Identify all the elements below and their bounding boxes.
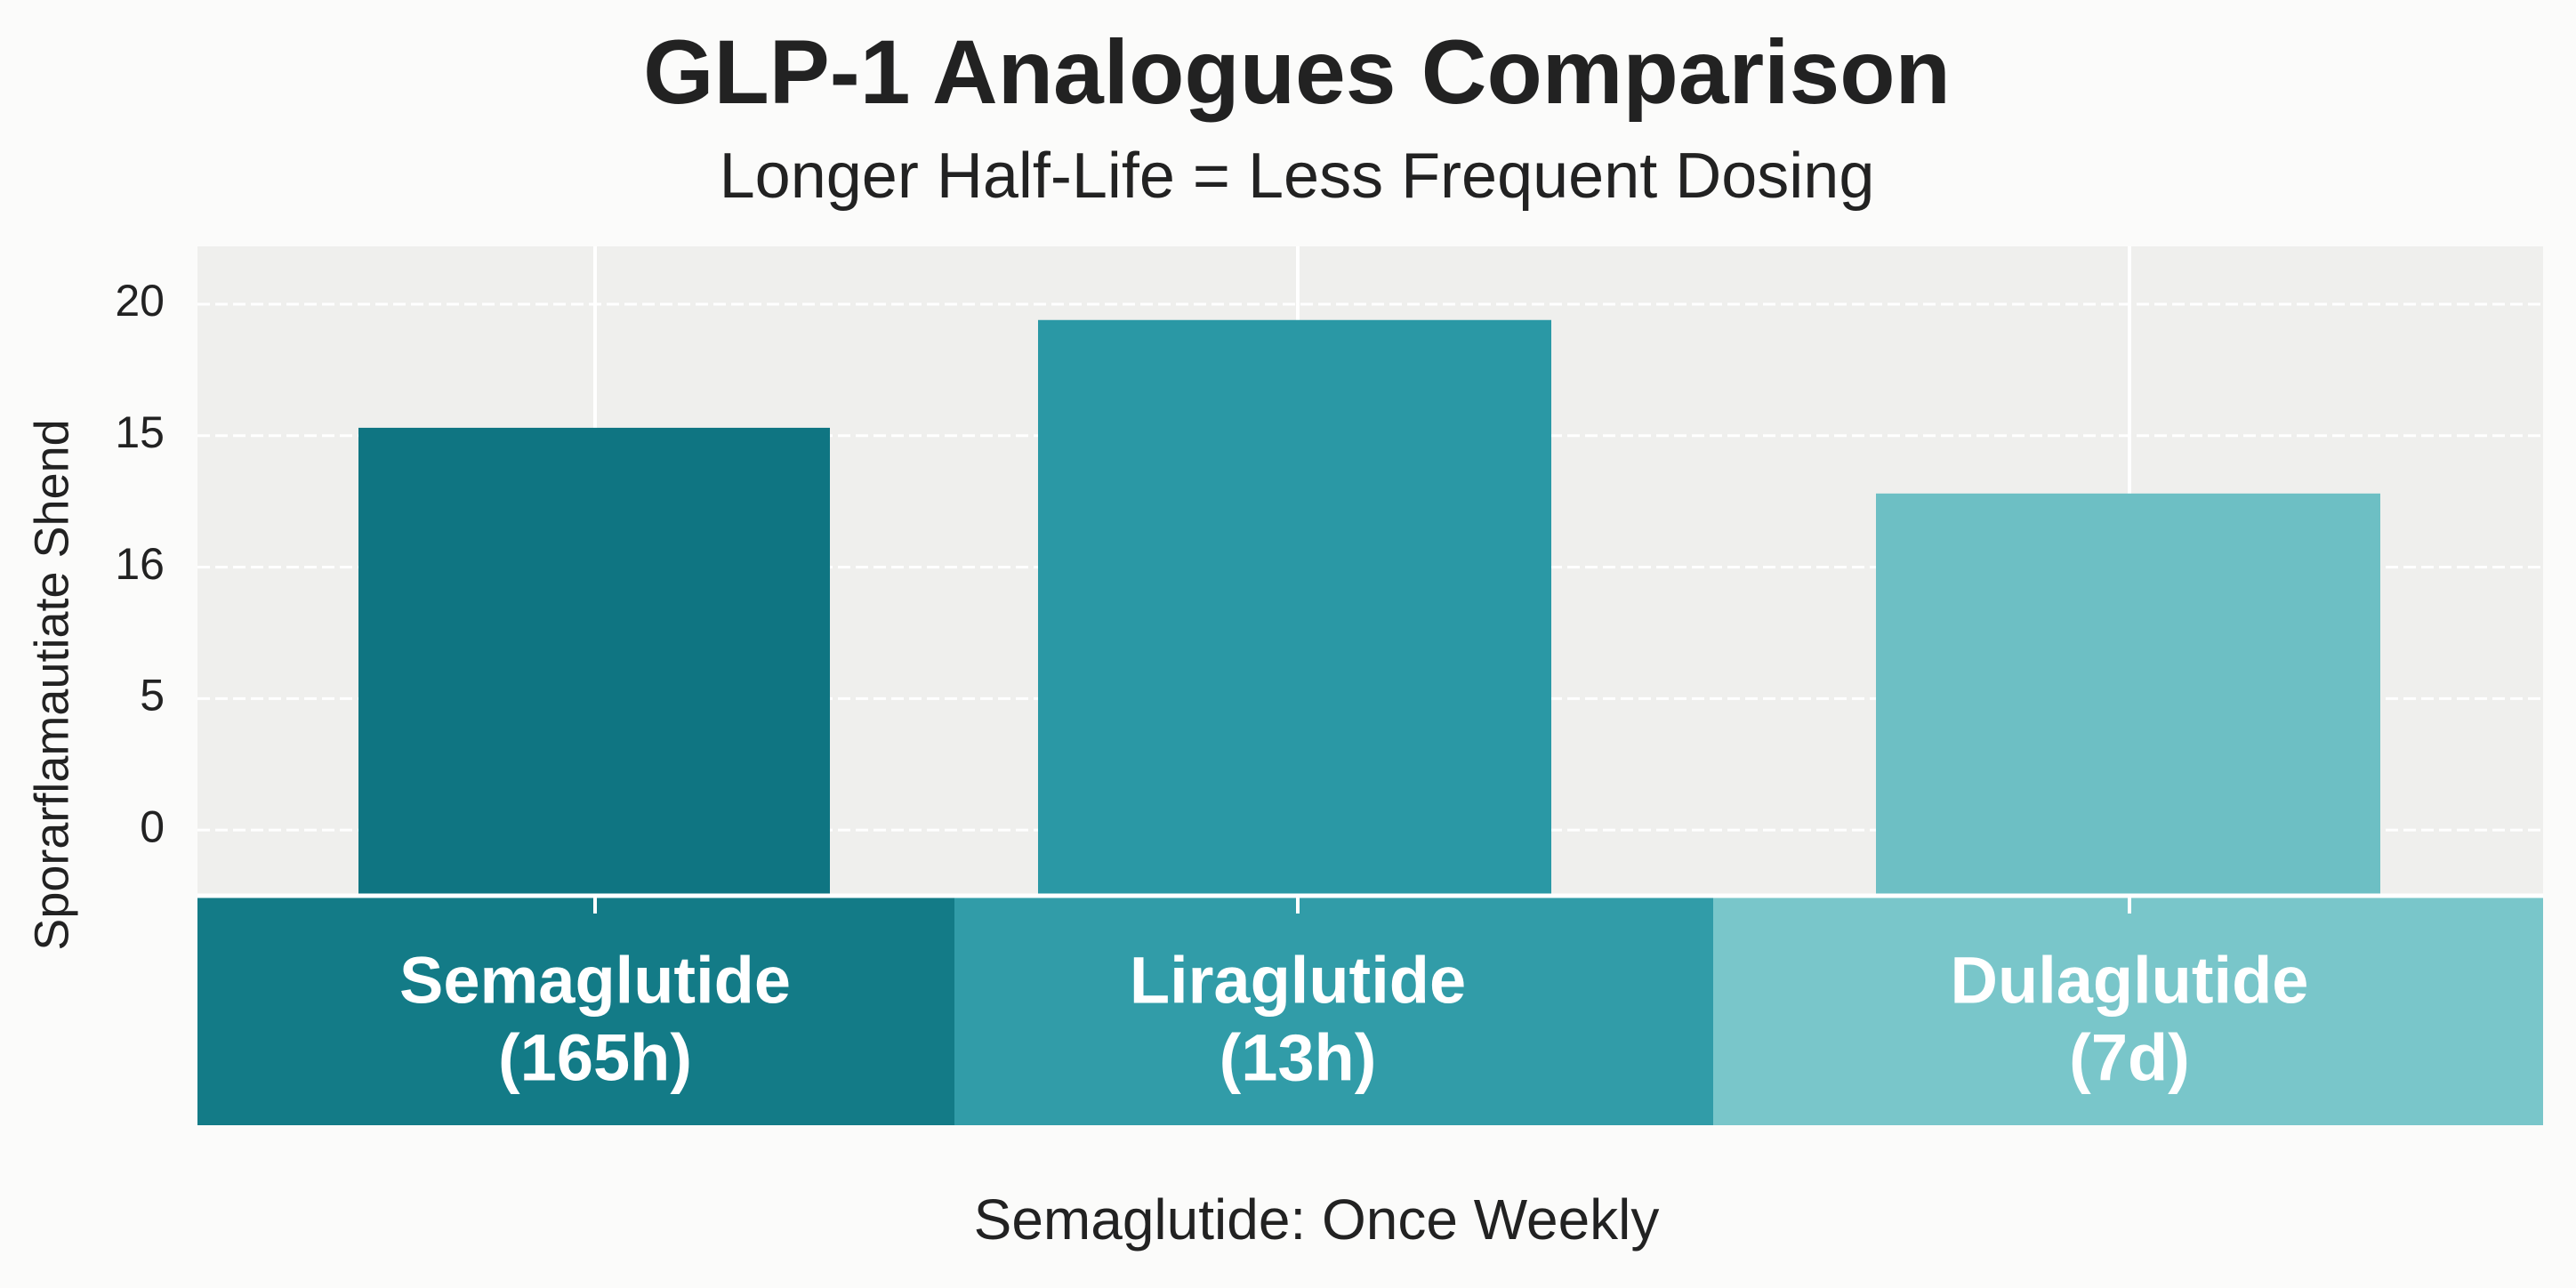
x-tick-sublabel: (165h) bbox=[498, 1021, 692, 1095]
y-axis-label: Sporarflamautiate Shend bbox=[25, 419, 78, 950]
y-tick-label: 20 bbox=[115, 276, 165, 326]
x-tick-label: Semaglutide bbox=[399, 944, 791, 1018]
x-tick-sublabel: (13h) bbox=[1220, 1021, 1377, 1095]
annotation: Semaglutide: Once Weekly bbox=[974, 1187, 1660, 1252]
chart-title: GLP-1 Analogues Comparison bbox=[643, 21, 1951, 123]
bar bbox=[1876, 493, 2380, 896]
category-band bbox=[1713, 898, 2543, 1125]
x-tick-label: Liraglutide bbox=[1130, 944, 1466, 1018]
y-tick-label: 15 bbox=[115, 407, 165, 457]
category-band bbox=[197, 898, 954, 1125]
category-band bbox=[954, 898, 1713, 1125]
y-tick-label: 16 bbox=[115, 539, 165, 589]
x-tick-label: Dulaglutide bbox=[1951, 944, 2309, 1018]
bar bbox=[1038, 319, 1551, 896]
y-tick-label: 0 bbox=[140, 801, 165, 851]
y-tick-label: 5 bbox=[140, 671, 165, 720]
chart-subtitle: Longer Half-Life = Less Frequent Dosing bbox=[720, 141, 1875, 212]
bar bbox=[358, 427, 830, 896]
x-tick-sublabel: (7d) bbox=[2069, 1021, 2190, 1095]
